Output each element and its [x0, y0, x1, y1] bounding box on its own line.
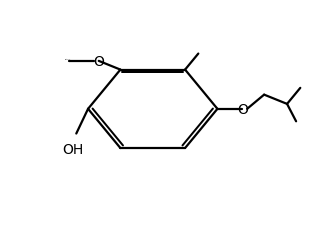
Text: O: O — [93, 55, 104, 69]
Text: O: O — [237, 102, 248, 116]
Text: methoxy: methoxy — [65, 59, 71, 60]
Text: OH: OH — [63, 142, 84, 156]
